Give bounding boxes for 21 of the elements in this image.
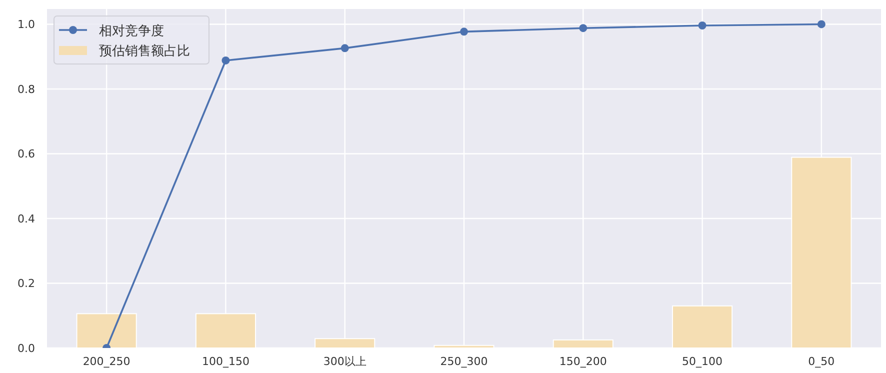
y-tick-label: 0.0 [18,342,35,355]
legend-label: 预估销售额占比 [99,44,190,59]
x-tick-label: 250_300 [440,355,488,368]
x-tick-label: 100_150 [202,355,250,368]
x-tick-label: 300以上 [323,355,366,368]
point [222,56,230,64]
point [698,22,706,30]
x-tick-label: 50_100 [682,355,723,368]
legend-label: 相对竞争度 [99,23,164,39]
point [817,20,826,28]
y-tick-label: 0.8 [18,82,35,96]
point [340,44,349,52]
x-tick-label: 200_250 [82,355,130,368]
point [460,28,468,36]
point [579,24,588,32]
x-tick-label: 150_200 [559,355,607,368]
y-tick-label: 0.4 [18,212,35,226]
y-tick-label: 0.6 [18,148,35,161]
x-tick-label: 0_50 [808,355,835,368]
y-tick-label: 1.0 [18,18,35,32]
y-tick-label: 0.2 [18,277,35,290]
